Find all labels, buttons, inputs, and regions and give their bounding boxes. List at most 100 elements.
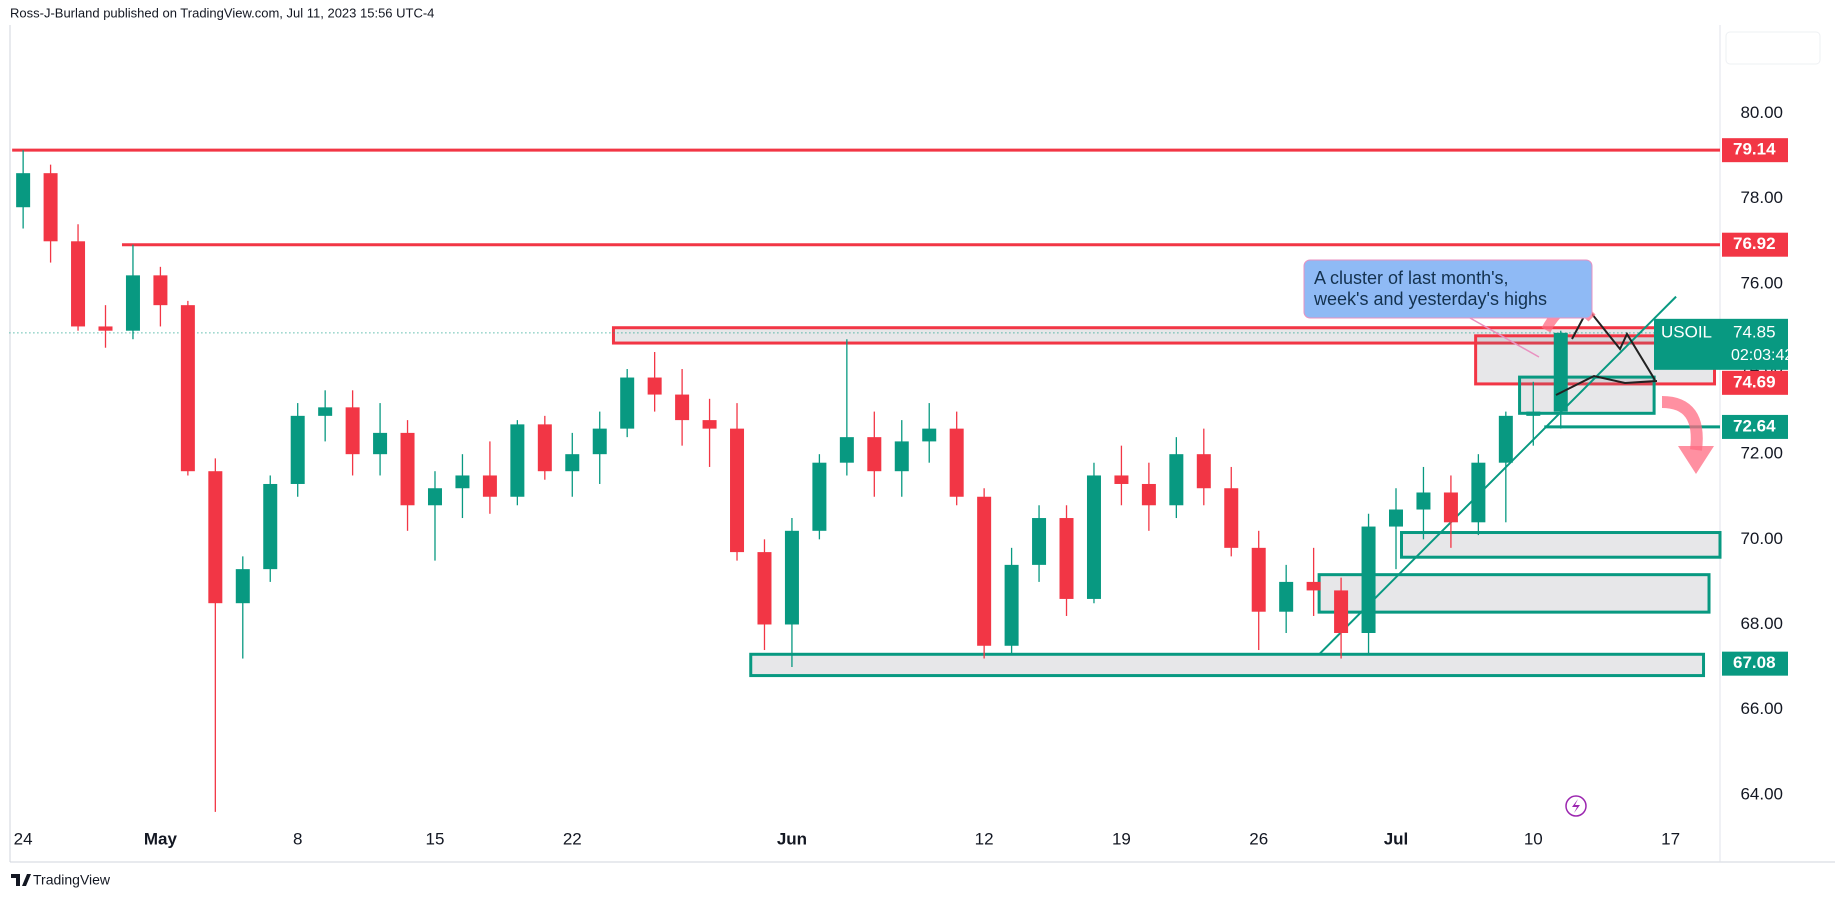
candles-layer [16,150,1568,812]
y-tick-label: 80.00 [1740,103,1783,122]
candle-body [620,377,635,429]
candle-body [71,241,86,327]
footer-text: TradingView [33,872,111,888]
level-price-box [1722,232,1788,257]
candle-body [839,437,854,463]
candle-body [153,275,168,306]
level-price-box [1722,651,1788,676]
candle-body [98,326,113,331]
candle-body [949,428,964,497]
curved-arrow-down [1661,396,1703,451]
callout-box [1303,259,1593,319]
candle-body [510,424,525,497]
candle-body [1086,475,1101,599]
level-price-box [1722,370,1788,395]
y-tick-label: 76.00 [1740,273,1783,292]
candle-body [1004,564,1019,646]
footer: TradingView [11,872,111,888]
candle-body [565,454,580,472]
x-tick-label: 12 [975,829,994,848]
y-tick-label: 66.00 [1740,699,1783,718]
candle-body [482,475,497,497]
candle-body [1306,581,1321,591]
candle-body [345,407,360,455]
candle-body [208,471,223,604]
callout-pointer [1469,317,1540,358]
y-tick-label: 68.00 [1740,614,1783,633]
last-price-label: 74.85 [1733,322,1776,341]
price-zone [1399,531,1722,559]
footer-logo [11,874,31,886]
candle-body [675,394,690,421]
trend-line [1318,295,1677,655]
y-tick-label: 72.00 [1740,444,1783,463]
candle-body [537,424,552,472]
candle-body [400,432,415,506]
level-price-label: 72.64 [1733,416,1776,435]
candle-body [1416,492,1431,510]
candle-body [1443,492,1458,523]
level-price-box [1722,414,1788,439]
candle-body [867,437,882,472]
candle-body [1361,526,1376,633]
candle-body [427,488,442,506]
candle-body [1169,454,1184,506]
toolbar-box [1725,31,1821,65]
candle-body [812,462,827,531]
x-tick-label: 15 [426,829,445,848]
candle-body [1389,509,1404,527]
axis-layer: 64.0066.0068.0070.0072.0074.0076.0078.00… [14,103,1794,848]
x-tick-label: 17 [1661,829,1680,848]
level-price-label: 67.08 [1733,653,1776,672]
candle-body [922,428,937,442]
level-price-label: 79.14 [1733,140,1776,159]
x-tick-label: 19 [1112,829,1131,848]
level-price-box [1722,138,1788,163]
candle-body [702,420,717,429]
candle-body [1032,518,1047,565]
level-price-label: 76.92 [1733,234,1776,253]
x-tick-label: 24 [14,829,33,848]
candle-body [1526,411,1541,416]
drawings-layer: A cluster of last month's, week's and ye… [1303,259,1714,817]
candle-body [1471,462,1486,523]
candle-body [894,441,909,472]
candle-body [1498,415,1513,463]
candle-body [16,173,31,208]
candle-body [373,432,388,455]
level-price-label: 74.69 [1733,372,1776,391]
x-tick-label: 10 [1524,829,1543,848]
alert-icon[interactable] [1565,795,1587,817]
x-tick-label: May [144,829,178,848]
y-tick-label: 64.00 [1740,784,1783,803]
candle-body [43,173,58,242]
last-price-box [1654,318,1788,370]
candle-body [730,428,745,553]
candle-body [1251,547,1266,612]
x-tick-label: 26 [1249,829,1268,848]
candle-body [1553,332,1568,412]
candle-body [977,496,992,646]
candle-body [784,530,799,625]
callout-text: A cluster of last month's, [1314,268,1509,288]
curved-arrow-head [1678,446,1714,474]
candle-body [1141,483,1156,506]
x-tick-label: Jun [777,829,807,848]
projection-zigzag-lower [1555,374,1658,396]
price-zone [1317,573,1711,614]
candle-body [125,275,140,331]
candle-body [1224,488,1239,548]
candle-body [1279,581,1294,612]
candle-body [235,569,250,604]
candle-body [592,428,607,455]
countdown-label: 02:03:42 [1731,347,1793,364]
candle-body [180,305,195,472]
candle-body [647,377,662,395]
candle-body [757,552,772,625]
callout-text: week's and yesterday's highs [1313,289,1547,309]
candle-body [1334,590,1349,633]
candle-body [1059,518,1074,599]
